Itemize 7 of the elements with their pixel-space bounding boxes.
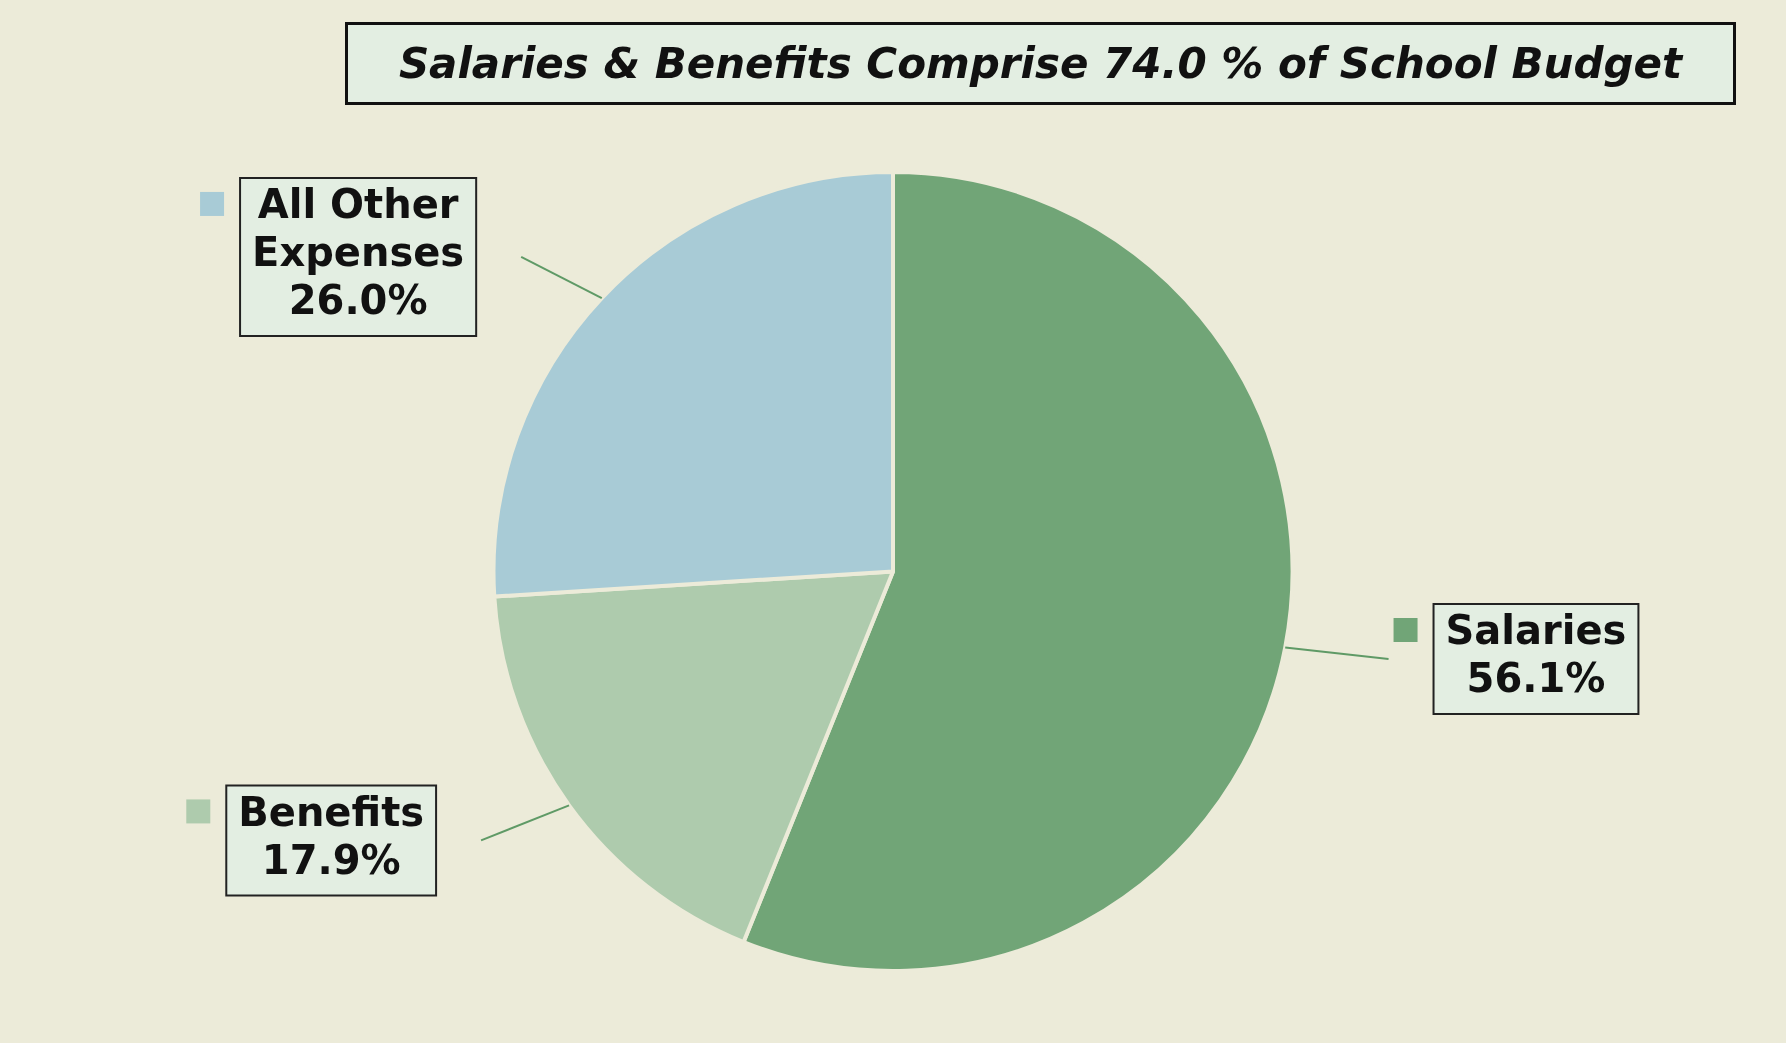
data-label: 17.9% — [261, 836, 401, 883]
legend-label: Salaries — [1445, 607, 1627, 654]
data-label: 26.0% — [288, 277, 428, 324]
chart-title: Salaries & Benefits Comprise 74.0 % of School Budget — [345, 22, 1736, 105]
legend-label: All Other Expenses — [252, 181, 465, 276]
data-label: 56.1% — [1466, 655, 1606, 702]
legend-label: Benefits — [238, 788, 425, 835]
